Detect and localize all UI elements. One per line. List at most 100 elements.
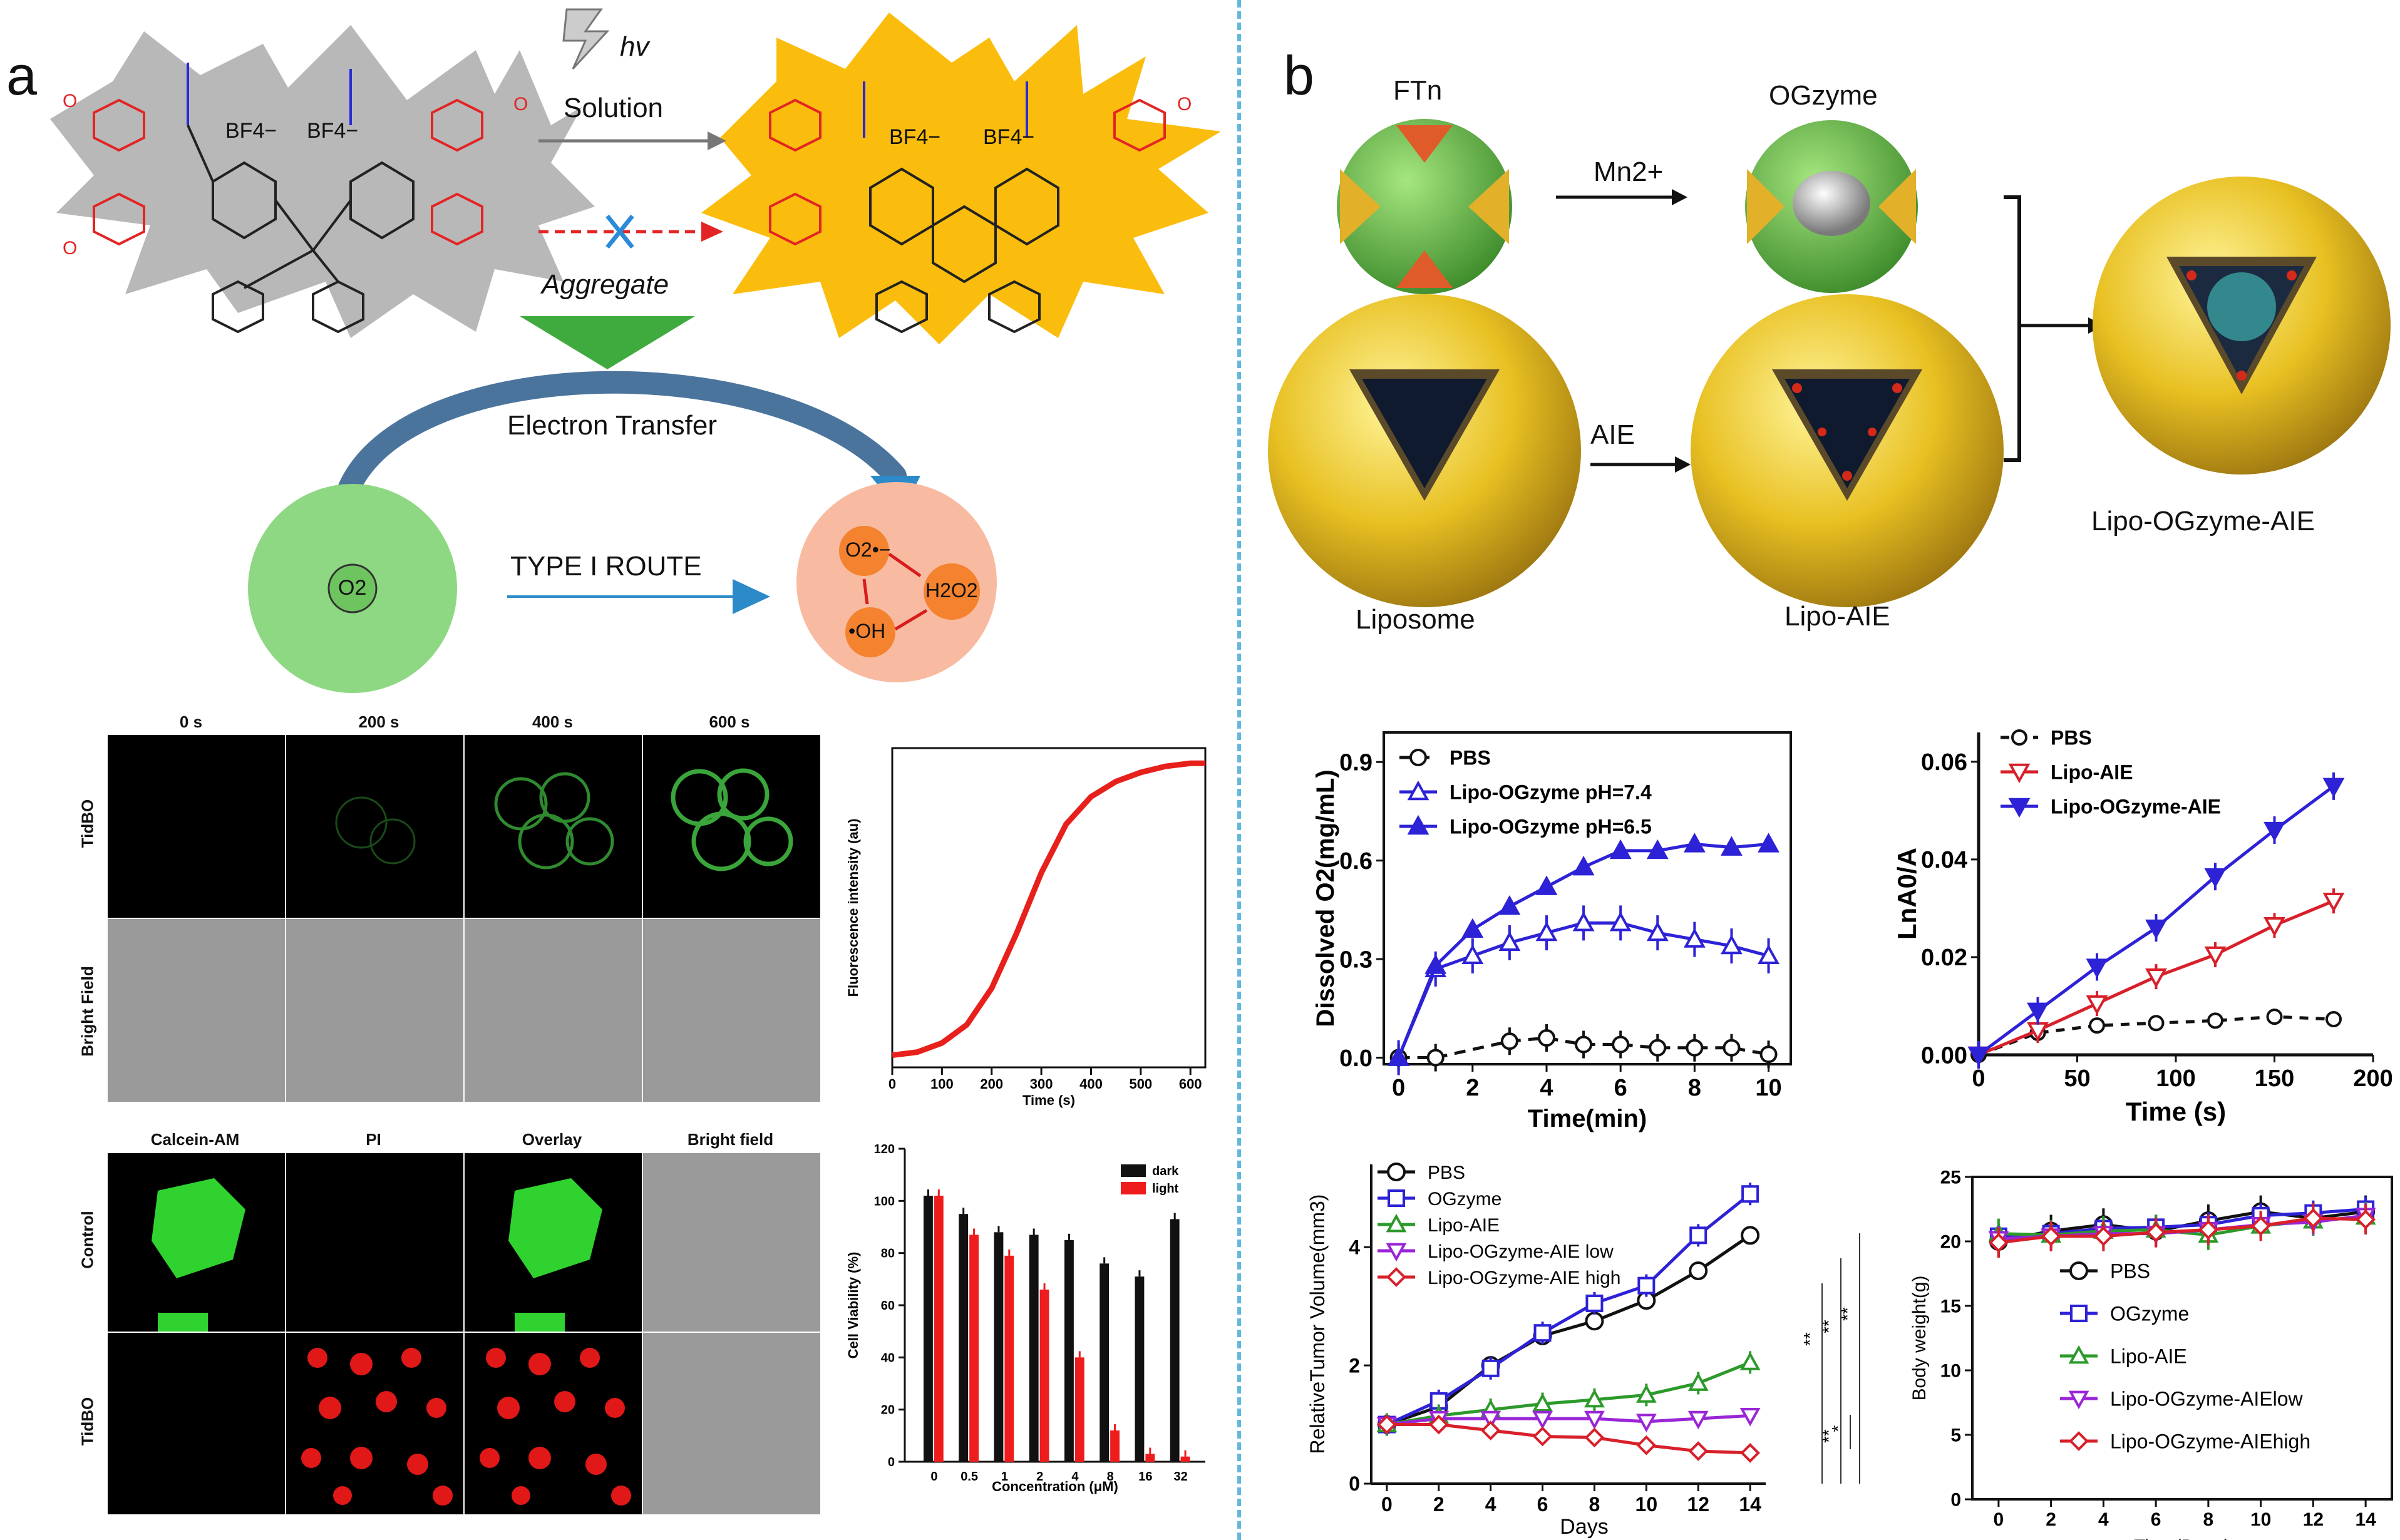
o2-point: [1426, 1049, 1445, 1067]
viab-legend-label: light: [1152, 1182, 1179, 1196]
o2-point: [1575, 1035, 1593, 1054]
micro2-col-3: Bright field: [687, 1130, 774, 1149]
lna-legend-marker: [2008, 798, 2031, 818]
weight-legend-label: PBS: [2110, 1260, 2150, 1283]
o2-xtick-label: 10: [1755, 1075, 1781, 1101]
micro1-tidbo-400s: [463, 734, 643, 919]
fluor-xtick-label: 0: [888, 1076, 896, 1092]
fluor-xtick-label: 200: [980, 1076, 1003, 1092]
ftn-cage: [1337, 119, 1512, 294]
tumor-xtick-label: 4: [1485, 1493, 1496, 1516]
weight-ytick-label: 25: [1940, 1168, 1961, 1188]
tumor-point: [1585, 1294, 1604, 1312]
tumor-legend-label: PBS: [1428, 1163, 1465, 1183]
chart-fluorescence: 0 100 200 300 400 500 600 Time (s) Fluorescence …: [845, 747, 1207, 1108]
tumor-ytick-label: 0: [1349, 1472, 1360, 1495]
micro1-bf-400s: [463, 918, 643, 1103]
lna-legend-label: Lipo-OGzyme-AIE: [2051, 796, 2221, 818]
micro1-bf-600s: [642, 918, 821, 1103]
micro1-bf-200s: [285, 918, 465, 1103]
tumor-point: [1687, 1372, 1709, 1391]
viab-ytick-label: 40: [881, 1351, 895, 1365]
viab-legend-swatch: [1121, 1182, 1146, 1194]
tumor-sig-label: **: [1819, 1320, 1838, 1333]
o2-point: [1683, 928, 1706, 948]
tumor-ytick-label: 2: [1349, 1354, 1360, 1377]
weight-point: [2198, 1219, 2218, 1240]
o2-legend-label: Lipo-OGzyme pH=7.4: [1450, 781, 1652, 804]
micro1-tidbo-600s: [642, 734, 821, 919]
tumor-legend-label: OGzyme: [1428, 1189, 1501, 1209]
lna-point: [2322, 893, 2345, 913]
weight-frame: [1971, 1176, 2393, 1501]
micro2-col-1: PI: [366, 1130, 381, 1149]
o2-ylabel: Dissolved O2(mg/mL): [1312, 769, 1339, 1027]
tumor-legend-marker: [1387, 1163, 1406, 1181]
weight-xtick-label: 12: [2303, 1509, 2324, 1530]
viab-ylabel: Cell Viability (%): [845, 1252, 861, 1359]
tumor-legend-label: Lipo-AIE: [1428, 1215, 1500, 1236]
tumor-legend-marker: [1388, 1189, 1405, 1207]
tumor-sig-label: **: [1819, 1429, 1838, 1443]
combine-bracket: [2004, 195, 2021, 462]
tumor-legend-marker: [1386, 1243, 1407, 1262]
o2-legend-label: PBS: [1450, 747, 1491, 769]
lipo-aie-sphere: [1691, 294, 2004, 607]
lipo-aie-label: Lipo-AIE: [1785, 601, 1890, 632]
lna-point: [2264, 917, 2285, 937]
o2-point: [1498, 931, 1521, 952]
superoxide-label: O2•−: [845, 538, 891, 561]
fluor-xtick-label: 400: [1079, 1076, 1103, 1092]
tumor-point: [1532, 1426, 1553, 1447]
tumor-legend-marker: [1386, 1213, 1407, 1233]
o2-point: [1538, 1029, 1555, 1047]
tumor-point: [1636, 1435, 1657, 1455]
o2-point: [1646, 921, 1669, 942]
micro2-row-tidbo: TidBO: [78, 1397, 97, 1446]
weight-xlabel: Time(Days): [2134, 1536, 2230, 1540]
tumor-legend-label: Lipo-OGzyme-AIE low: [1428, 1241, 1614, 1262]
viab-bar-light: [1180, 1456, 1190, 1462]
tumor-xtick-label: 8: [1589, 1493, 1600, 1516]
mn-label: Mn2+: [1594, 157, 1664, 187]
weight-point: [2146, 1222, 2166, 1243]
viab-bar-dark: [1170, 1219, 1180, 1462]
micro1-col-2: 400 s: [532, 712, 574, 731]
o2-legend-marker: [1409, 749, 1427, 766]
o2-point: [1721, 934, 1743, 955]
tumor-line-3: [1386, 1414, 1751, 1427]
viab-bar-light: [934, 1196, 944, 1462]
o2-point: [1609, 839, 1632, 860]
micro1-bf-0s: [106, 918, 286, 1103]
methoxyphenyl-right: [769, 98, 1166, 246]
methoxy-o-4: O: [1177, 94, 1192, 115]
micro2-col-0: Calcein-AM: [150, 1130, 240, 1149]
tumor-xtick-label: 14: [1739, 1493, 1761, 1516]
viab-bar-light: [1110, 1430, 1120, 1462]
viab-ytick-label: 120: [874, 1142, 895, 1156]
methoxy-o-1: O: [63, 91, 78, 111]
viab-legend-label: dark: [1152, 1164, 1179, 1178]
viab-bar-dark: [959, 1214, 969, 1462]
viab-xtick-label: 16: [1138, 1470, 1152, 1484]
o2-point: [1388, 1046, 1410, 1066]
viab-bar-light: [1145, 1454, 1155, 1462]
fluor-curve: [892, 760, 1205, 1059]
micro2-row-control: Control: [78, 1211, 97, 1269]
o2-point: [1424, 954, 1447, 974]
viab-ytick-label: 100: [874, 1194, 895, 1208]
viab-legend-swatch: [1121, 1164, 1146, 1177]
tumor-ytick-label: 4: [1349, 1236, 1360, 1258]
lna-point: [2266, 1009, 2283, 1025]
viab-bar-light: [1074, 1357, 1084, 1462]
tumor-point: [1689, 1261, 1708, 1280]
tumor-point: [1480, 1420, 1501, 1440]
lna-xtick-label: 200: [2353, 1065, 2392, 1092]
weight-ytick-label: 10: [1940, 1361, 1961, 1382]
tumor-point: [1739, 1407, 1761, 1427]
micro1-tidbo-0s: [106, 734, 286, 919]
fluor-xtick-label: 100: [930, 1076, 954, 1092]
fluor-xlabel: Time (s): [1022, 1092, 1075, 1108]
o2-legend-label: Lipo-OGzyme pH=6.5: [1450, 816, 1652, 838]
viab-bar-dark: [1029, 1235, 1039, 1462]
